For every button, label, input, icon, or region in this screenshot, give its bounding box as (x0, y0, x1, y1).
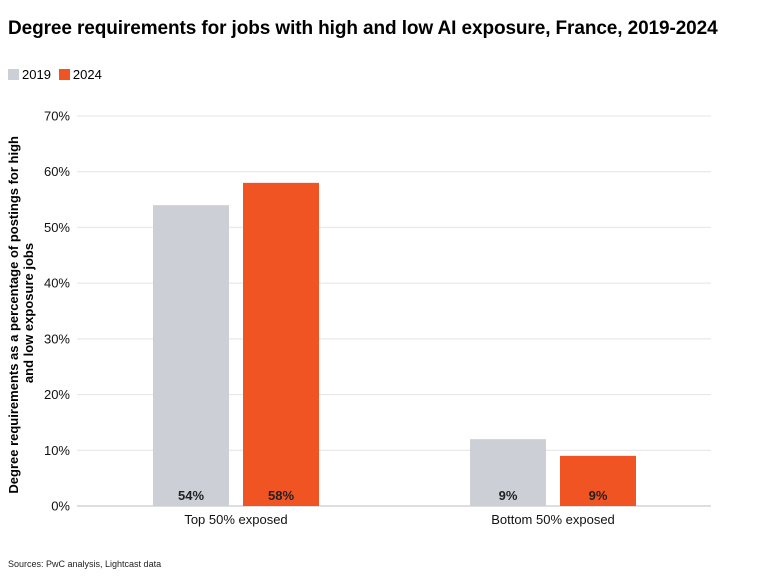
data-label: 9% (499, 488, 518, 503)
y-axis-title: Degree requirements as a percentage of p… (6, 132, 36, 493)
labels: 0% 10% 20% 30% 40% 50% 60% 70% 54% 58% Top 50% exp… (44, 109, 615, 528)
y-axis-title-line-1: Degree requirements as a percentage of p… (6, 136, 21, 494)
legend: 2019 2024 (8, 67, 110, 82)
chart-title: Degree requirements for jobs with high a… (8, 18, 718, 39)
y-tick-label: 50% (44, 220, 70, 235)
bar-2019-bottom (470, 439, 546, 506)
y-tick-label: 40% (44, 276, 70, 291)
legend-label-2024: 2024 (72, 67, 102, 82)
bar-2024-bottom (560, 455, 636, 506)
bar-2019-top (153, 205, 229, 506)
legend-label-2019: 2019 (22, 67, 51, 82)
data-label: 9% (589, 488, 608, 503)
y-tick-label: 60% (44, 164, 70, 179)
y-tick-label: 20% (44, 387, 70, 402)
y-tick-label: 70% (44, 109, 70, 124)
legend-item-2024: 2024 (58, 67, 102, 82)
legend-swatch-2024 (58, 69, 70, 80)
data-label: 58% (268, 488, 294, 503)
x-category-label: Bottom 50% exposed (491, 512, 615, 527)
bars (153, 182, 636, 506)
legend-swatch-2019 (8, 69, 19, 80)
bar-2024-top (243, 182, 319, 506)
x-category-label: Top 50% exposed (184, 512, 287, 527)
y-tick-label: 0% (51, 499, 70, 514)
y-tick-label: 10% (44, 443, 70, 458)
y-axis-title-line-2: and low exposure jobs (21, 243, 36, 383)
y-tick-label: 30% (44, 331, 70, 346)
source-note: Sources: PwC analysis, Lightcast data (8, 559, 162, 569)
legend-item-2019: 2019 (8, 67, 51, 82)
data-label: 54% (178, 488, 204, 503)
